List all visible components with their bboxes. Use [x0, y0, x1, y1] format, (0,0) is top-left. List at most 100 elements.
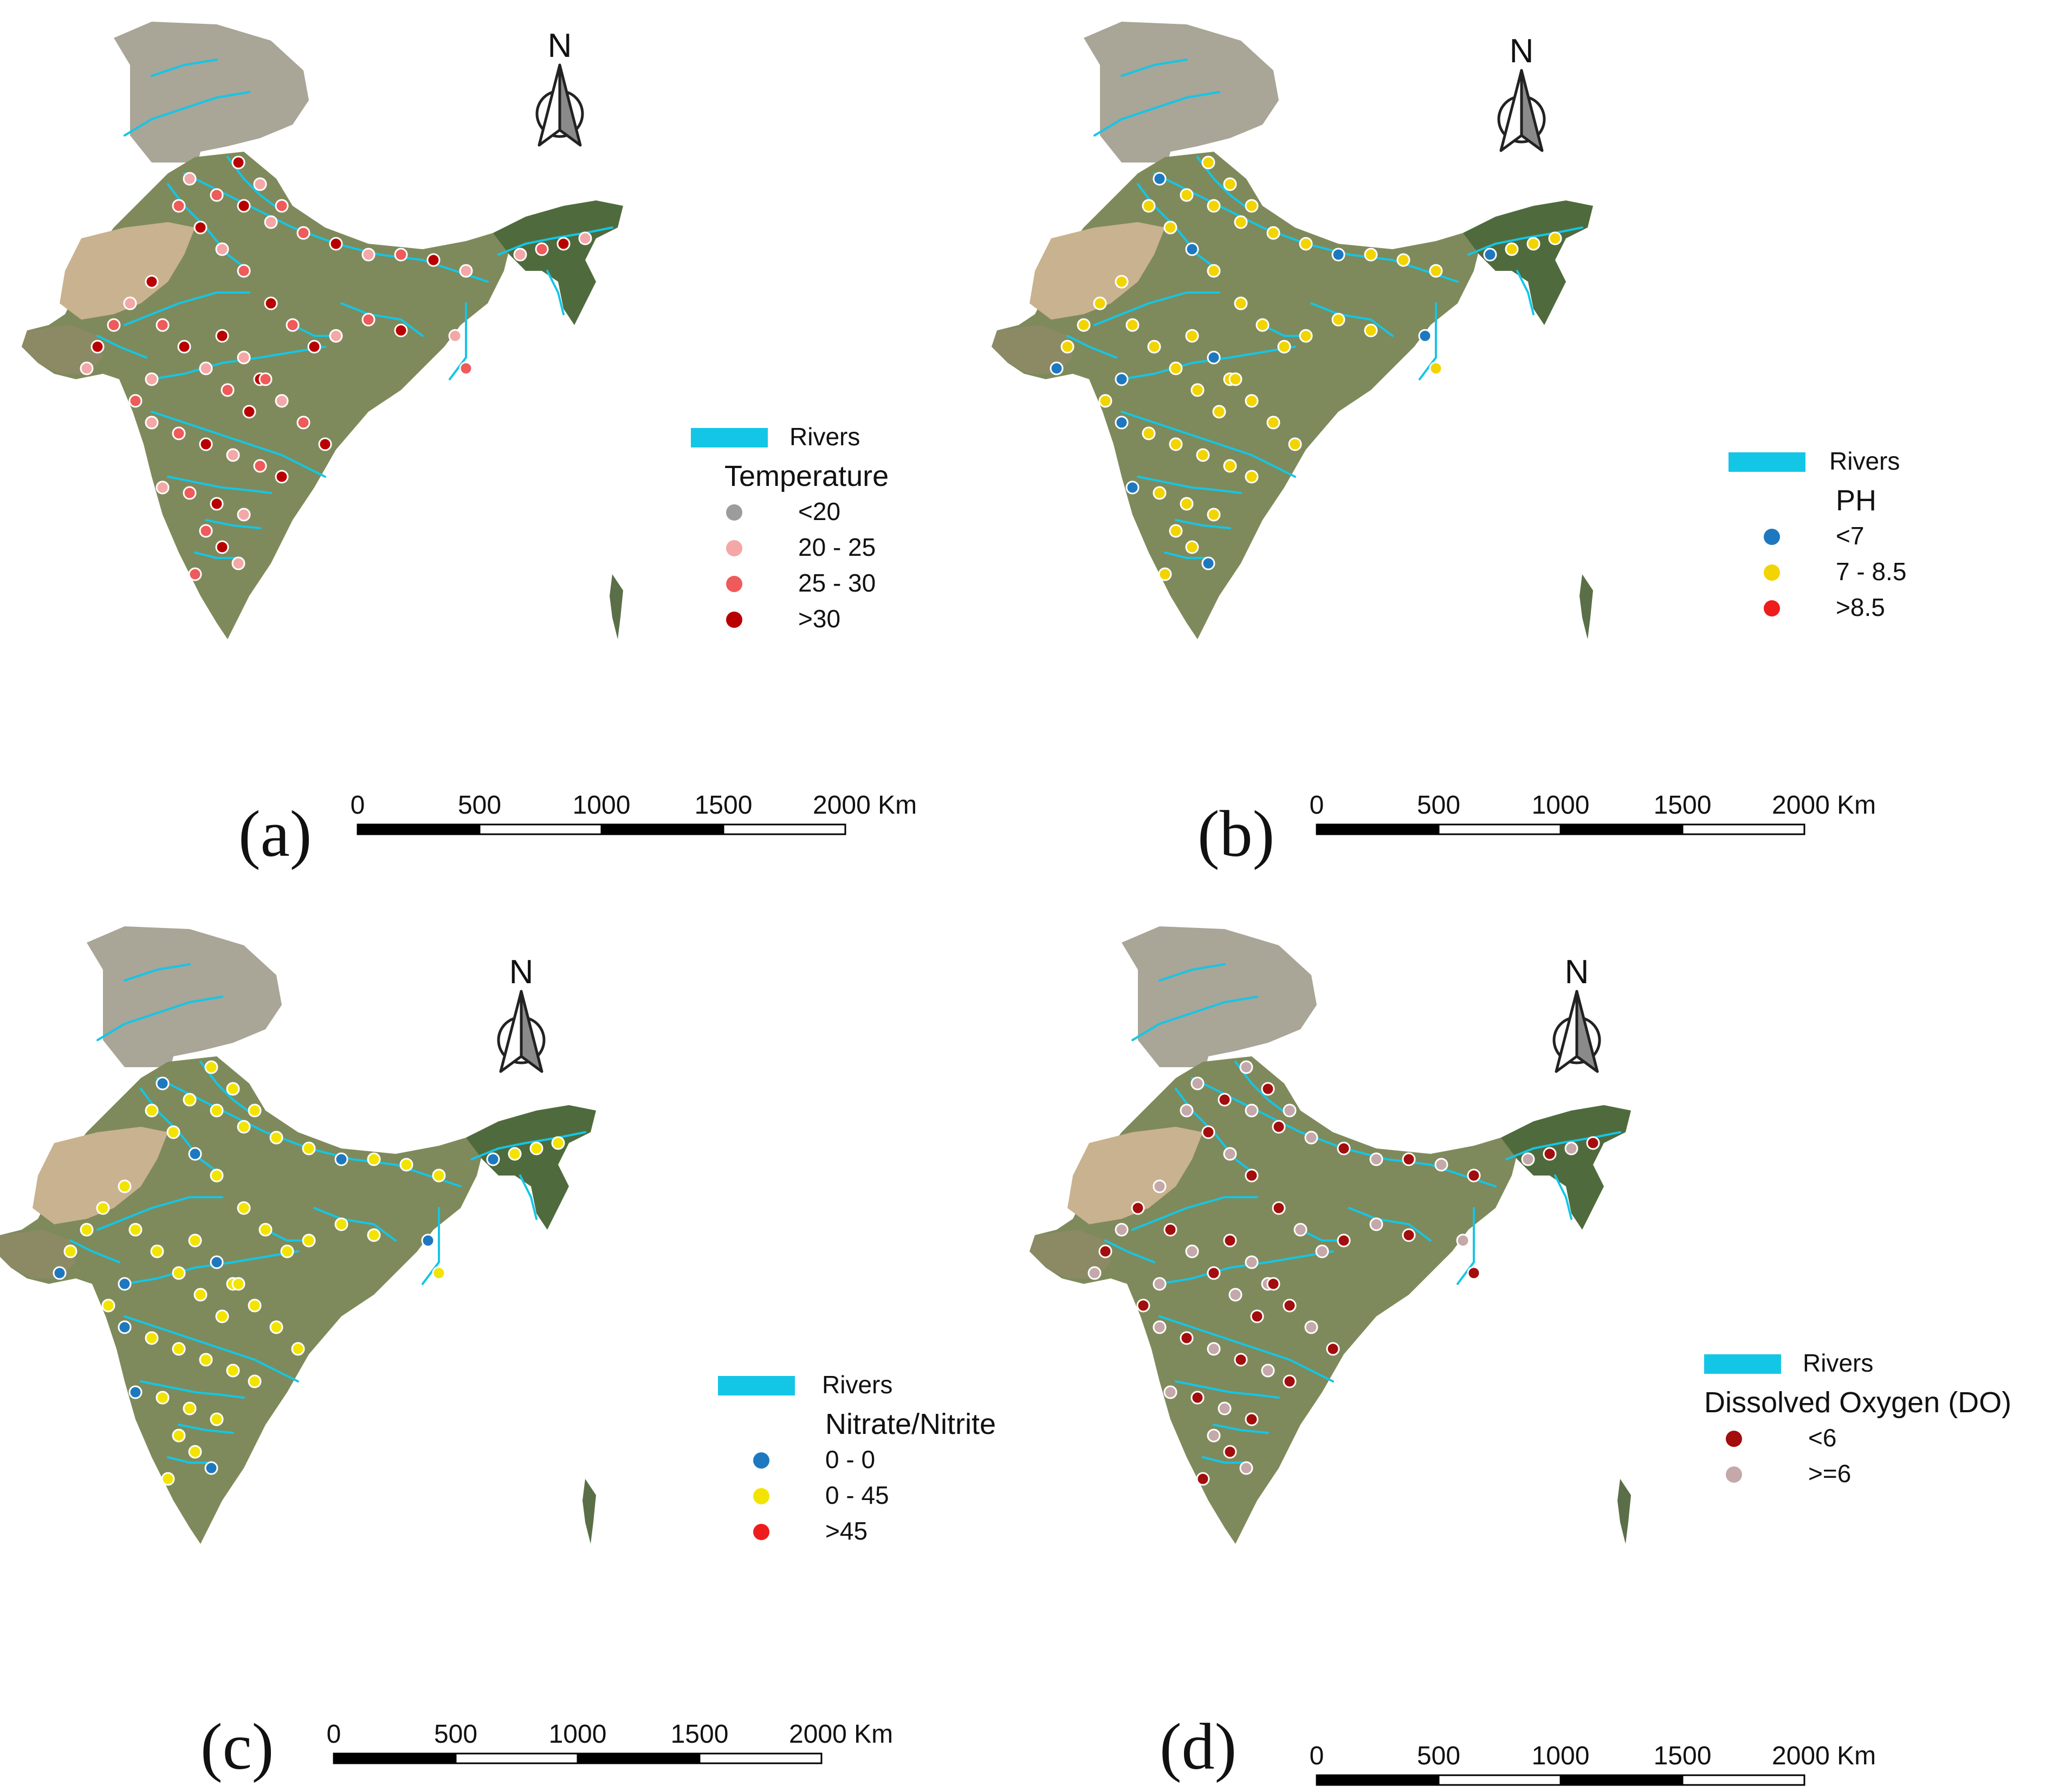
legend-label: <7 [1836, 522, 1864, 550]
station-point [361, 313, 376, 327]
station-point [156, 1391, 170, 1405]
rivers-label: Rivers [789, 423, 860, 451]
station-point [269, 1320, 283, 1334]
scale-segment [722, 823, 846, 835]
station-point [215, 1309, 229, 1323]
station-point [1223, 1233, 1237, 1248]
station-point [145, 1331, 159, 1345]
scale-segment [600, 823, 724, 835]
station-points-b [1050, 155, 1562, 581]
station-point [1153, 172, 1167, 186]
legend-d: Rivers Dissolved Oxygen (DO) <6 >=6 [1704, 1349, 2011, 1488]
station-point [226, 1082, 240, 1096]
station-point [448, 329, 462, 343]
station-point [1283, 1298, 1297, 1313]
station-point [1483, 248, 1497, 262]
station-point [215, 242, 229, 256]
station-point [1207, 1342, 1221, 1356]
station-point [1158, 567, 1172, 581]
station-point [1283, 1374, 1297, 1388]
station-point [188, 1233, 202, 1248]
station-point [1315, 1244, 1329, 1258]
station-point [1223, 1445, 1237, 1459]
station-point [237, 264, 251, 278]
station-point [296, 226, 310, 240]
scale-tick-0: 0 [351, 791, 365, 820]
station-point [1190, 1391, 1205, 1405]
legend-swatch [726, 576, 742, 592]
station-point [1153, 1320, 1167, 1334]
station-point [1201, 155, 1215, 170]
station-point [1131, 1201, 1145, 1215]
legend-label: <6 [1808, 1424, 1836, 1452]
station-point [1093, 296, 1107, 310]
legend-c: Rivers Nitrate/Nitrite 0 - 0 0 - 45 >45 [718, 1371, 996, 1545]
station-point [199, 361, 213, 375]
north-arrow-icon [1499, 70, 1544, 151]
legend-label: >30 [798, 605, 840, 633]
station-point [253, 177, 267, 191]
station-point [156, 318, 170, 332]
station-point [1228, 1288, 1242, 1302]
station-point [128, 394, 143, 408]
station-point [248, 1103, 262, 1118]
station-point [1218, 1093, 1232, 1107]
scale-bar-a: 0 500 1000 1500 2000 Km [351, 791, 917, 835]
station-point [367, 1228, 381, 1242]
station-point [237, 508, 251, 522]
panel-label: (a) [238, 797, 312, 871]
station-point [334, 1152, 348, 1166]
legend-swatch [1764, 529, 1780, 545]
station-point [193, 220, 208, 235]
station-point [1434, 1158, 1448, 1172]
station-point [1548, 231, 1562, 245]
station-point [1429, 361, 1443, 375]
station-point [183, 1401, 197, 1416]
station-point [199, 1353, 213, 1367]
station-point [280, 1244, 294, 1258]
station-point [1196, 1472, 1210, 1486]
legend-a: Rivers Temperature <20 20 - 25 25 - 30 >30 [691, 423, 889, 633]
station-point [1185, 1244, 1199, 1258]
station-point [1418, 329, 1432, 343]
rivers-swatch [1729, 452, 1805, 472]
station-point [1098, 1244, 1112, 1258]
station-point [513, 248, 527, 262]
station-point [1266, 1277, 1280, 1291]
scale-tick-1500: 1500 [695, 791, 753, 820]
station-point [128, 1223, 143, 1237]
station-point [1142, 199, 1156, 213]
legend-swatch [726, 612, 742, 628]
station-point [188, 1445, 202, 1459]
station-point [296, 415, 310, 430]
scale-segment [1681, 1774, 1805, 1786]
station-point [1234, 215, 1248, 229]
station-points-d [1087, 1060, 1600, 1486]
station-point [248, 1298, 262, 1313]
station-point [302, 1233, 316, 1248]
north-label: N [1565, 953, 1589, 991]
legend-swatch [726, 504, 742, 521]
legend-swatch [753, 1452, 769, 1469]
legend-swatch [1764, 564, 1780, 581]
station-point [1234, 1353, 1248, 1367]
panel-label: (c) [200, 1710, 274, 1783]
station-point [1136, 1298, 1150, 1313]
station-point [156, 481, 170, 495]
station-point [367, 1152, 381, 1166]
station-point [1266, 226, 1280, 240]
station-point [1207, 264, 1221, 278]
station-point [1245, 1168, 1259, 1183]
station-point [118, 1179, 132, 1193]
scale-tick-1000: 1000 [1532, 1742, 1590, 1770]
scale-tick-1500: 1500 [671, 1720, 729, 1749]
station-point [80, 1223, 94, 1237]
station-point [1250, 1309, 1264, 1323]
station-point [286, 318, 300, 332]
station-point [432, 1168, 446, 1183]
station-point [486, 1152, 500, 1166]
scale-segment [1681, 823, 1805, 835]
station-point [204, 1060, 218, 1074]
station-point [123, 296, 137, 310]
scale-segment [1438, 1774, 1562, 1786]
